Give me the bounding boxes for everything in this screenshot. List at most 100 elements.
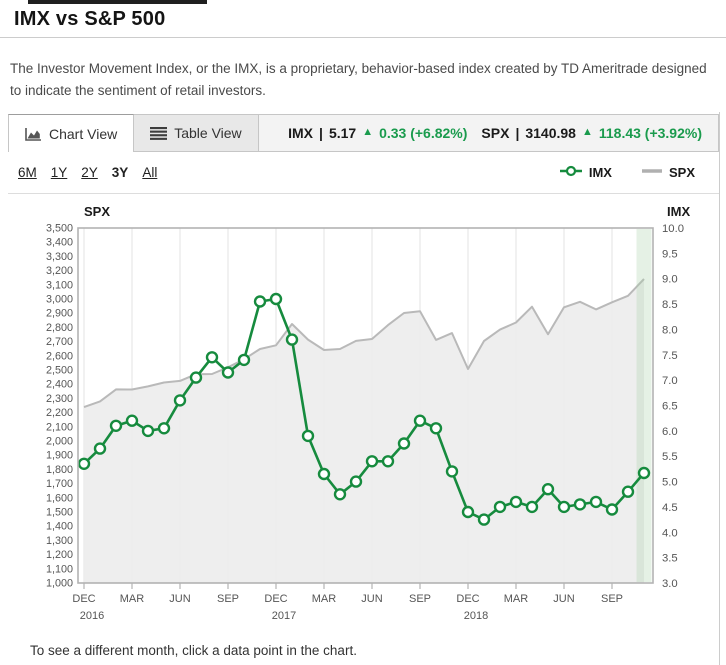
imx-data-point[interactable] [285, 333, 299, 346]
month-label: MAR [312, 593, 337, 605]
spx-axis-label: 2,200 [46, 407, 73, 419]
imx-data-point[interactable] [365, 455, 379, 468]
chart-footnote: To see a different month, click a data p… [30, 643, 357, 658]
range-all-link[interactable]: All [142, 165, 158, 180]
chart-canvas: 3,500 3,400 3,300 3,200 3,100 3,000 2,900 2,800… [46, 204, 690, 622]
legend-item-spx: SPX [641, 165, 695, 180]
imx-data-point[interactable] [381, 455, 395, 468]
imx-data-point[interactable] [109, 419, 123, 432]
range-2y-link[interactable]: 2Y [81, 165, 98, 180]
imx-data-point[interactable] [605, 503, 619, 516]
imx-axis-label: 9.5 [662, 248, 678, 260]
imx-data-point[interactable] [125, 414, 139, 427]
imx-quote-value: 5.17 [328, 125, 357, 141]
month-label: SEP [601, 593, 623, 605]
time-range-selector: 6M 1Y 2Y 3Y All [8, 165, 157, 180]
title-divider [0, 37, 726, 38]
imx-data-point[interactable] [557, 500, 571, 514]
quote-bar: IMX | 5.17 ▲ 0.33 (+6.82%) SPX | 3140.98 ▲ 1… [259, 115, 718, 151]
imx-data-point[interactable] [589, 495, 603, 509]
tab-strip: Chart View Table View IMX | 5.17 ▲ 0.33 (+… [8, 114, 719, 152]
tab-table-view-label: Table View [174, 125, 242, 141]
imx-data-point[interactable] [445, 465, 459, 478]
legend-imx-label: IMX [588, 165, 612, 180]
imx-description: The Investor Movement Index, or the IMX,… [10, 61, 707, 99]
spx-axis-label: 3,000 [46, 294, 73, 306]
spx-axis-label: 1,000 [46, 578, 73, 590]
imx-data-point[interactable] [77, 457, 91, 470]
imx-data-point[interactable] [253, 295, 267, 308]
spx-axis-label: 1,600 [46, 492, 73, 504]
spx-axis-label: 1,300 [46, 535, 73, 547]
spx-axis-label: 3,100 [46, 279, 73, 291]
month-label: DEC [456, 593, 479, 605]
separator: | [515, 125, 520, 141]
spx-line [83, 278, 645, 409]
imx-data-point[interactable] [525, 500, 539, 514]
imx-data-point[interactable] [429, 422, 443, 435]
imx-up-arrow-icon: ▲ [362, 126, 374, 138]
imx-data-point[interactable] [221, 366, 235, 379]
page-title: IMX vs S&P 500 [14, 8, 166, 30]
imx-axis-label: 8.5 [662, 299, 678, 311]
imx-data-point[interactable] [269, 292, 283, 306]
imx-data-point[interactable] [621, 485, 635, 498]
spx-quote-value: 3140.98 [525, 125, 576, 141]
imx-axis-label: 7.0 [662, 375, 678, 387]
imx-data-point[interactable] [237, 353, 251, 367]
area-chart-icon [25, 127, 42, 141]
imx-data-point[interactable] [189, 371, 203, 384]
tab-table-view[interactable]: Table View [134, 115, 259, 151]
month-label: SEP [409, 593, 431, 605]
legend-spx-label: SPX [668, 165, 695, 180]
month-label: MAR [504, 593, 529, 605]
spx-axis-label: 3,300 [46, 251, 73, 263]
imx-data-point[interactable] [509, 495, 523, 509]
imx-axis-title: IMX [667, 204, 690, 219]
imx-quote: IMX | 5.17 ▲ 0.33 (+6.82%) [288, 125, 467, 141]
imx-data-point[interactable] [397, 437, 411, 450]
imx-data-point[interactable] [413, 414, 427, 427]
table-rows-icon [150, 126, 168, 140]
month-label: MAR [120, 593, 145, 605]
imx-data-point[interactable] [541, 483, 555, 496]
imx-data-point[interactable] [493, 500, 507, 514]
imx-axis-label: 5.5 [662, 451, 678, 463]
legend-item-imx: IMX [559, 165, 612, 180]
imx-data-point[interactable] [333, 488, 347, 501]
imx-data-point[interactable] [349, 475, 363, 488]
imx-data-point[interactable] [157, 422, 171, 435]
year-label: 2018 [464, 610, 488, 622]
spx-axis-labels: 3,500 3,400 3,300 3,200 3,100 3,000 2,900 2,800… [46, 223, 73, 590]
imx-axis-label: 6.5 [662, 401, 678, 413]
spx-axis-label: 1,700 [46, 478, 73, 490]
imx-axis-label: 3.5 [662, 553, 678, 565]
imx-data-point[interactable] [173, 394, 187, 407]
imx-quote-change: 0.33 (+6.82%) [379, 125, 468, 141]
month-label: JUN [553, 593, 574, 605]
spx-axis-label: 2,500 [46, 365, 73, 377]
tab-chart-view[interactable]: Chart View [8, 114, 135, 152]
spx-axis-label: 1,200 [46, 549, 73, 561]
imx-axis-labels: 10.0 9.5 9.0 8.5 8.0 7.5 7.0 6.5 6.0 5.5 5.0 4.5 4.0… [662, 223, 684, 590]
range-6m-link[interactable]: 6M [18, 165, 37, 180]
imx-data-point[interactable] [573, 498, 587, 511]
x-axis-ticks [83, 583, 613, 589]
range-1y-link[interactable]: 1Y [50, 165, 68, 180]
imx-data-point[interactable] [93, 442, 107, 455]
range-3y-selected[interactable]: 3Y [111, 165, 129, 180]
spx-axis-label: 2,300 [46, 393, 73, 405]
month-label: DEC [264, 593, 287, 605]
imx-axis-label: 4.5 [662, 502, 678, 514]
imx-data-point[interactable] [461, 505, 475, 519]
spx-axis-label: 1,100 [46, 563, 73, 575]
plot-border [77, 227, 654, 584]
month-label: DEC [72, 593, 95, 605]
imx-data-point[interactable] [477, 513, 491, 526]
imx-data-point[interactable] [637, 466, 651, 480]
imx-data-point[interactable] [141, 424, 155, 438]
imx-data-point[interactable] [317, 467, 331, 481]
imx-data-point[interactable] [205, 351, 219, 364]
imx-data-point[interactable] [301, 429, 315, 443]
spx-axis-label: 2,000 [46, 436, 73, 448]
